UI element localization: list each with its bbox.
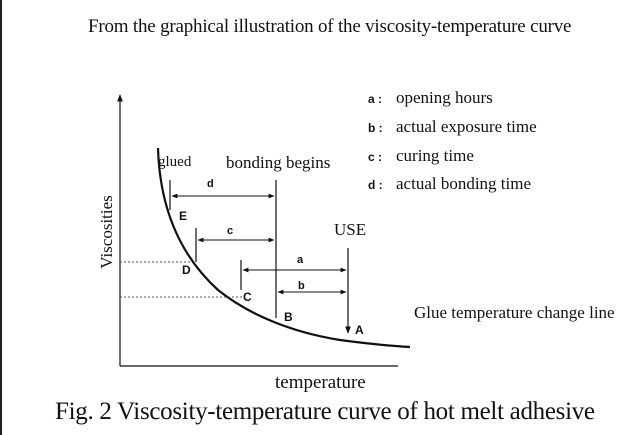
legend-item-c: c : curing time	[368, 146, 474, 166]
y-axis-label: Viscosities	[96, 195, 116, 269]
glue-temperature-change-line-label: Glue temperature change line	[414, 303, 615, 322]
use-label: USE	[334, 220, 367, 239]
point-label-d: D	[182, 263, 191, 277]
legend-item-a: a : opening hours	[368, 88, 493, 108]
legend-key-c: c :	[368, 150, 383, 164]
point-label-b: B	[284, 310, 293, 324]
bonding-begins-label: bonding begins	[226, 153, 331, 172]
segment-label-c: c	[227, 225, 234, 237]
viscosity-curve	[156, 147, 411, 349]
legend-item-d: d : actual bonding time	[368, 174, 531, 194]
legend-key-a: a :	[368, 92, 383, 106]
point-label-c: C	[243, 290, 252, 304]
segment-label-a: a	[297, 254, 304, 266]
legend-item-b: b : actual exposure time	[368, 117, 537, 137]
legend-text-b: actual exposure time	[396, 117, 537, 136]
figure-caption: Fig. 2 Viscosity-temperature curve of ho…	[55, 398, 595, 425]
segment-label-b: b	[298, 280, 305, 292]
x-axis-label: temperature	[275, 372, 366, 393]
header-text: From the graphical illustration of the v…	[88, 16, 572, 37]
point-label-a: A	[355, 323, 364, 337]
legend-text-a: opening hours	[396, 88, 493, 107]
legend-key-b: b :	[368, 121, 383, 135]
glued-label: glued	[158, 154, 192, 170]
image-left-border	[0, 0, 2, 435]
legend-key-d: d :	[368, 178, 383, 192]
legend-text-c: curing time	[396, 146, 474, 165]
legend-text-d: actual bonding time	[396, 174, 532, 193]
point-label-e: E	[179, 209, 188, 223]
segment-label-d: d	[207, 178, 214, 190]
